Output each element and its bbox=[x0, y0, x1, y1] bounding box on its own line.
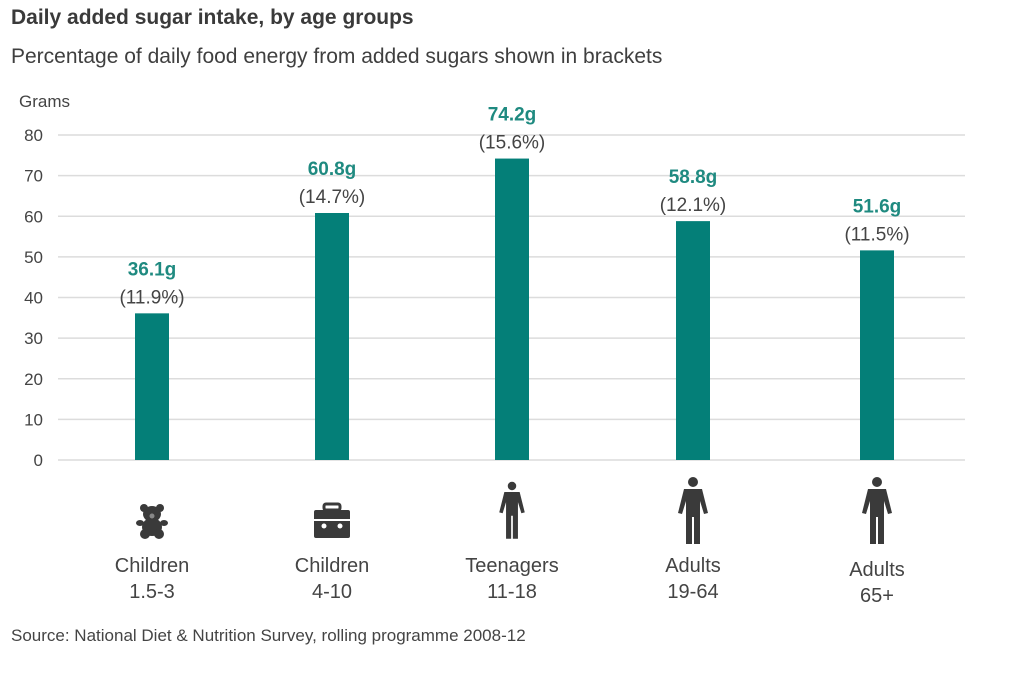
chart-title: Daily added sugar intake, by age groups bbox=[11, 6, 414, 29]
category-label: Children bbox=[295, 555, 369, 577]
percent-label: (15.6%) bbox=[479, 133, 546, 154]
y-tick-label: 80 bbox=[24, 126, 43, 145]
value-label: 36.1g bbox=[128, 259, 177, 280]
category-sublabel: 65+ bbox=[860, 585, 894, 607]
school-bag-icon bbox=[314, 502, 350, 538]
person-icon bbox=[678, 477, 708, 544]
category-label: Adults bbox=[665, 555, 721, 577]
source-note: Source: National Diet & Nutrition Survey… bbox=[11, 626, 526, 645]
person-icon bbox=[499, 481, 525, 539]
bar bbox=[135, 313, 169, 460]
category-sublabel: 1.5-3 bbox=[129, 581, 175, 603]
person-icon bbox=[862, 477, 892, 544]
category-label: Children bbox=[115, 555, 189, 577]
value-label: 74.2g bbox=[488, 105, 537, 126]
bar bbox=[676, 221, 710, 460]
y-tick-label: 70 bbox=[24, 167, 43, 186]
bar bbox=[495, 158, 529, 460]
y-tick-label: 20 bbox=[24, 370, 43, 389]
y-tick-label: 50 bbox=[24, 248, 43, 267]
category-label: Teenagers bbox=[465, 555, 558, 577]
category-sublabel: 11-18 bbox=[487, 581, 537, 603]
bar bbox=[860, 250, 894, 460]
percent-label: (14.7%) bbox=[299, 187, 366, 208]
category-label: Adults bbox=[849, 559, 905, 581]
y-tick-label: 30 bbox=[24, 329, 43, 348]
y-tick-label: 0 bbox=[34, 451, 43, 470]
y-tick-label: 40 bbox=[24, 289, 43, 308]
category-sublabel: 4-10 bbox=[312, 581, 352, 603]
y-tick-label: 10 bbox=[24, 410, 43, 429]
value-label: 58.8g bbox=[669, 167, 718, 188]
bar bbox=[315, 213, 349, 460]
percent-label: (12.1%) bbox=[660, 195, 727, 216]
y-axis-label: Grams bbox=[19, 92, 70, 111]
value-label: 51.6g bbox=[853, 196, 902, 217]
teddy-bear-icon bbox=[136, 504, 168, 539]
percent-label: (11.9%) bbox=[119, 287, 184, 308]
chart-subtitle: Percentage of daily food energy from add… bbox=[11, 45, 663, 68]
value-label: 60.8g bbox=[308, 159, 357, 180]
percent-label: (11.5%) bbox=[844, 224, 909, 245]
y-tick-label: 60 bbox=[24, 207, 43, 226]
category-sublabel: 19-64 bbox=[667, 581, 718, 603]
